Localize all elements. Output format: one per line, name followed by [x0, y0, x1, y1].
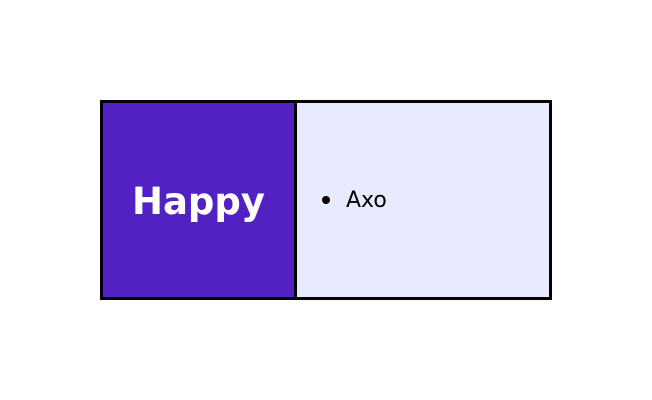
bullet-list: Axo — [297, 188, 387, 213]
left-panel: Happy — [103, 103, 297, 297]
list-item-label: Axo — [346, 187, 387, 213]
right-panel: Axo — [297, 103, 549, 297]
diagram-card: Happy Axo — [100, 100, 552, 300]
bullet-dot-icon — [322, 196, 330, 204]
list-item: Axo — [322, 188, 387, 213]
left-panel-label: Happy — [131, 179, 266, 223]
